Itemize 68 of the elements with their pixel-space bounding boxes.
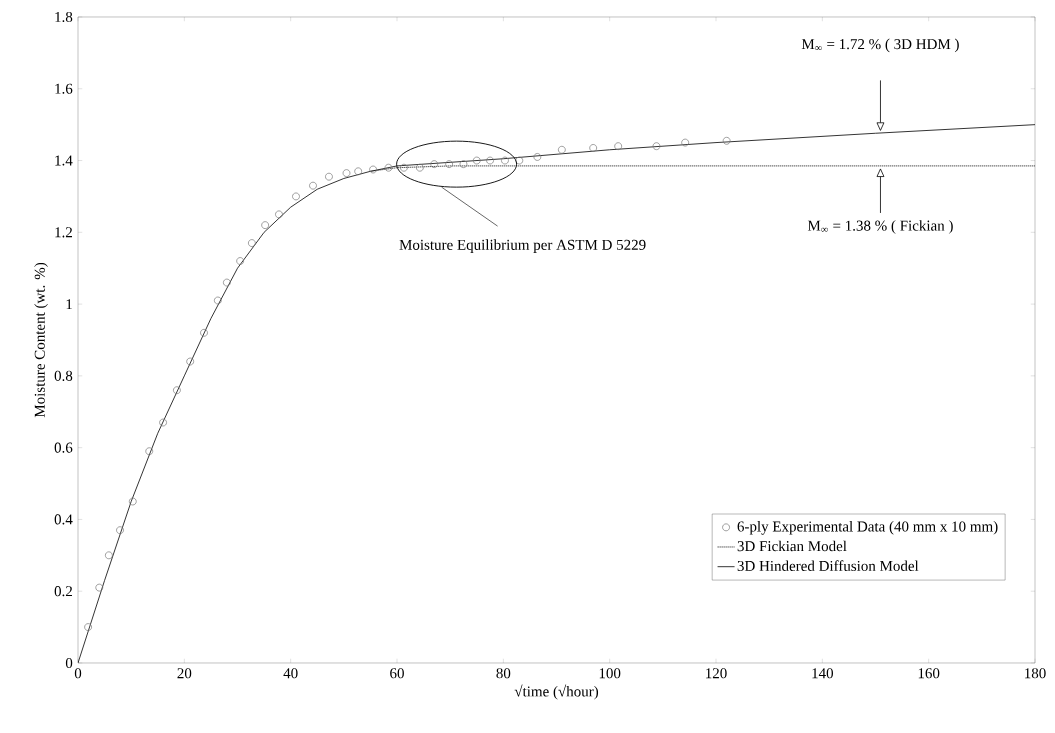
point [472,156,481,165]
point [104,551,113,560]
x-tick-label: 0 [74,668,82,679]
x-tick-label: 100 [599,668,621,679]
point [445,160,453,168]
y-tick-label: 0.4 [54,514,73,525]
point [589,144,598,152]
point [614,142,623,151]
point [84,623,92,631]
y-tick-label: 0 [65,657,73,669]
point [248,239,256,247]
point [145,447,154,456]
point [309,181,317,190]
y-tick-label: 1.4 [55,155,73,166]
point [557,145,566,154]
point [95,583,104,592]
annotation: M$_{∞}$ = 1.38 % ( Fickian ) [807,220,953,234]
point [384,163,393,172]
point [116,526,124,535]
y-tick-label: 0.2 [54,586,72,597]
point [200,328,208,337]
y-tick-label: 1.2 [55,227,72,238]
legend-label: 6-ply Experimental Data (40 mm x 10 mm) [737,521,998,535]
point [354,167,363,176]
legend-label: 3D Hindered Diffusion Model [737,560,919,571]
y-tick-label: 0.6 [54,442,73,453]
point [722,136,731,145]
y-tick-label: 1.6 [55,83,73,94]
x-tick-label: 180 [1025,668,1046,679]
point [342,169,351,177]
y-tick-label: 1.8 [55,11,73,23]
point [236,257,245,265]
point [459,160,468,168]
annotation: Moisture Equilibrium per ASTM D 5229 [399,239,646,253]
point [292,192,300,201]
point [400,163,408,172]
point [213,296,222,305]
point [533,153,542,161]
point [369,165,377,174]
point [416,163,424,172]
line-series [78,124,1036,663]
x-tick-label: 160 [918,668,940,679]
point [486,156,494,165]
legend-label: 3D Fickian Model [737,540,847,552]
y-tick-label: 1 [66,299,72,310]
point [275,210,283,219]
point [681,138,690,147]
point [159,418,167,427]
y-axis-title: Moisture Content (wt. %) [34,262,48,418]
x-tick-label: 140 [812,668,834,679]
point [173,386,181,395]
point [430,160,439,168]
x-tick-label: 120 [706,668,727,679]
point [186,357,195,366]
x-tick-label: 40 [283,668,298,679]
x-tick-label: 60 [390,668,404,679]
point [501,156,509,165]
point [128,497,137,506]
x-tick-label: 20 [177,668,192,679]
annotation: M$_{∞}$ = 1.72 % ( 3D HDM ) [801,38,959,53]
point [652,142,661,151]
point [515,156,524,165]
y-tick-label: 0.8 [54,370,73,381]
x-axis-title: √time (√hour) [514,684,599,700]
point [223,278,231,287]
point [325,172,333,181]
x-tick-label: 80 [496,668,511,679]
point [261,221,270,229]
